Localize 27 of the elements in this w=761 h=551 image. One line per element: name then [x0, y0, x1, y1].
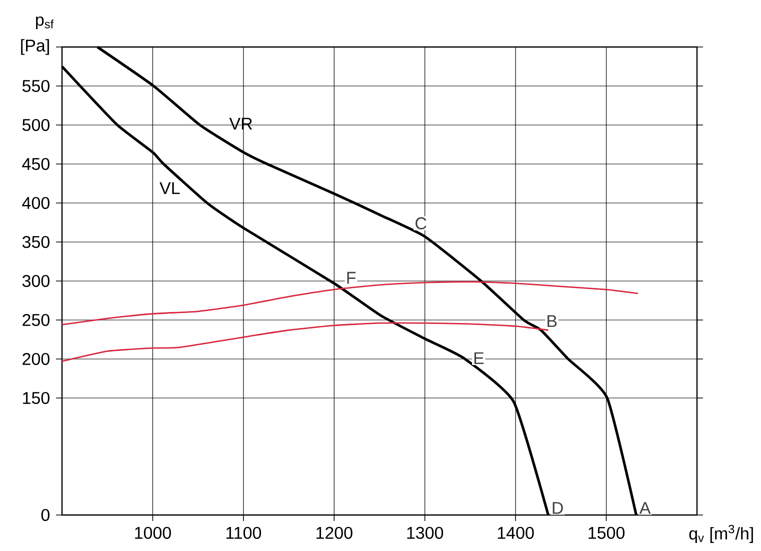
y-tick-label: 250 [22, 314, 50, 326]
annotation: D [552, 502, 563, 514]
x-tick-label: 1400 [498, 526, 534, 539]
y-tick-label: 300 [22, 274, 50, 288]
y-tick-label: 450 [22, 158, 50, 170]
x-tick-label: 1100 [226, 526, 262, 539]
annotation: F [347, 272, 356, 284]
series-label: VL [160, 182, 180, 194]
y-axis-title: p$_{sf}$ [36, 16, 54, 30]
x-tick-label: 1500 [588, 526, 625, 539]
x-tick-label: 1200 [316, 526, 352, 539]
y-tick-label: 500 [22, 118, 50, 132]
y-tick-label: 350 [22, 236, 50, 248]
y-tick-label: 200 [22, 352, 50, 366]
annotation: B [548, 315, 557, 327]
y-tick-label: 0 [41, 508, 50, 522]
x-axis-title: q$_{v}$ [m$^{3}$/h] [689, 524, 753, 543]
y-tick-label: [Pa] [21, 39, 49, 55]
line-series [61, 322, 549, 362]
y-tick-label: 150 [23, 392, 50, 404]
annotation: A [639, 502, 651, 514]
y-tick-label: 550 [22, 80, 50, 92]
annotation: E [474, 352, 484, 364]
x-tick-label: 1000 [135, 526, 171, 539]
y-tick-label: 400 [22, 196, 50, 210]
x-tick-label: 1300 [407, 526, 444, 539]
annotation: C [416, 217, 426, 230]
